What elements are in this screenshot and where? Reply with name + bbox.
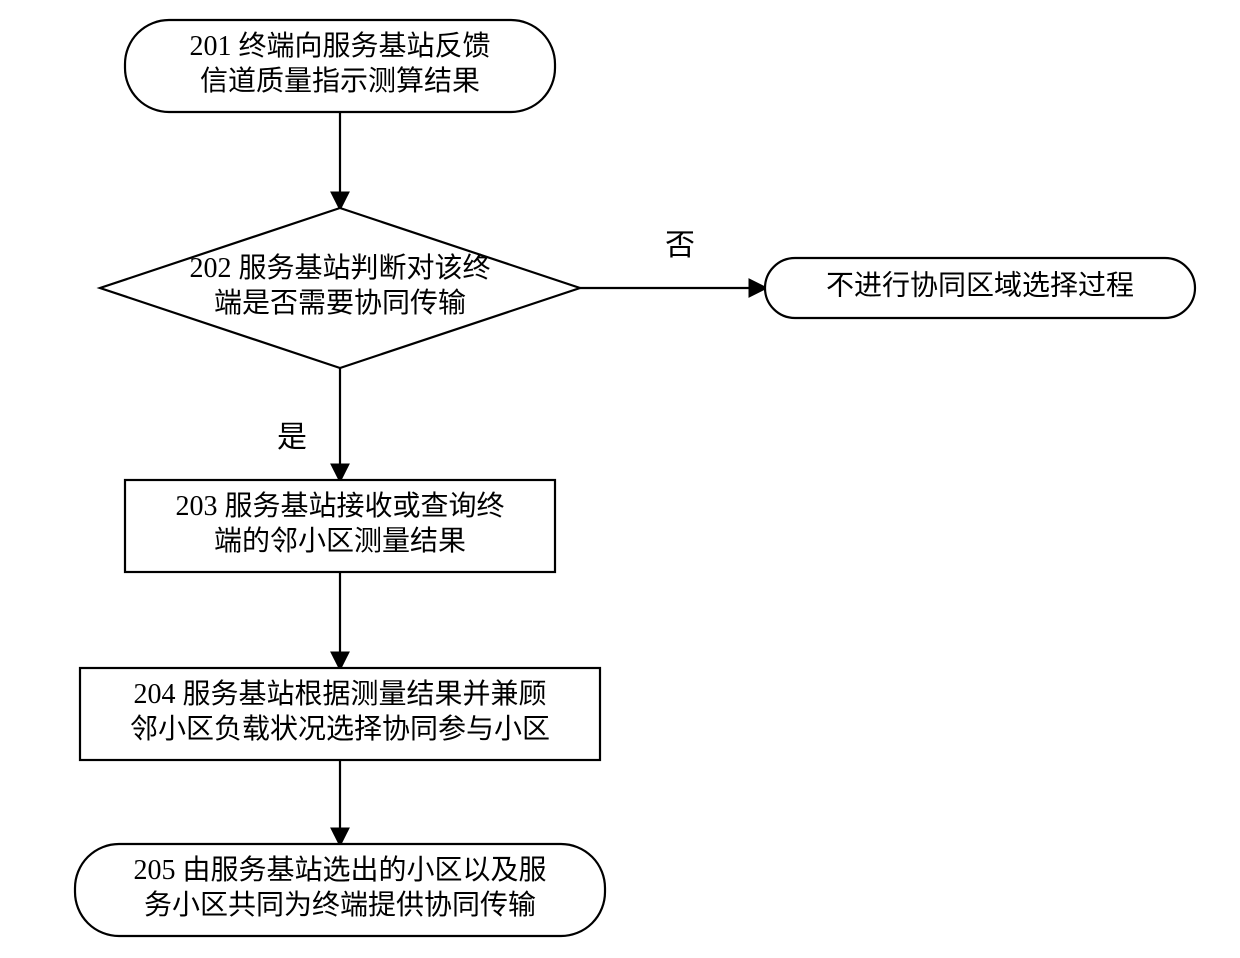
nodes-layer: 201 终端向服务基站反馈信道质量指示测算结果 202 服务基站判断对该终端是否需…: [75, 20, 1195, 936]
flowchart-canvas: 201 终端向服务基站反馈信道质量指示测算结果 202 服务基站判断对该终端是否需…: [0, 0, 1240, 958]
node-n204: 204 服务基站根据测量结果并兼顾邻小区负载状况选择协同参与小区: [80, 668, 600, 760]
node-n203: 203 服务基站接收或查询终端的邻小区测量结果: [125, 480, 555, 572]
node-text-n202-0: 202 服务基站判断对该终: [189, 252, 490, 284]
node-text-n203-0: 203 服务基站接收或查询终: [175, 490, 504, 522]
edge-label-n202-nNo: 否: [665, 229, 695, 262]
edge-label-n202-n203: 是: [277, 421, 307, 454]
node-n205: 205 由服务基站选出的小区以及服务小区共同为终端提供协同传输: [75, 844, 605, 936]
node-text-n202-1: 端是否需要协同传输: [214, 287, 466, 319]
node-text-n204-1: 邻小区负载状况选择协同参与小区: [130, 713, 550, 745]
node-text-n203-1: 端的邻小区测量结果: [214, 525, 466, 557]
node-text-nNo-0: 不进行协同区域选择过程: [826, 269, 1134, 301]
node-text-n204-0: 204 服务基站根据测量结果并兼顾: [133, 678, 546, 710]
node-n201: 201 终端向服务基站反馈信道质量指示测算结果: [125, 20, 555, 112]
node-nNo: 不进行协同区域选择过程: [765, 258, 1195, 318]
node-text-n205-1: 务小区共同为终端提供协同传输: [144, 889, 536, 921]
node-text-n201-0: 201 终端向服务基站反馈: [189, 30, 490, 62]
node-text-n205-0: 205 由服务基站选出的小区以及服: [133, 854, 546, 886]
node-n202: 202 服务基站判断对该终端是否需要协同传输: [100, 208, 580, 368]
node-text-n201-1: 信道质量指示测算结果: [200, 65, 480, 97]
